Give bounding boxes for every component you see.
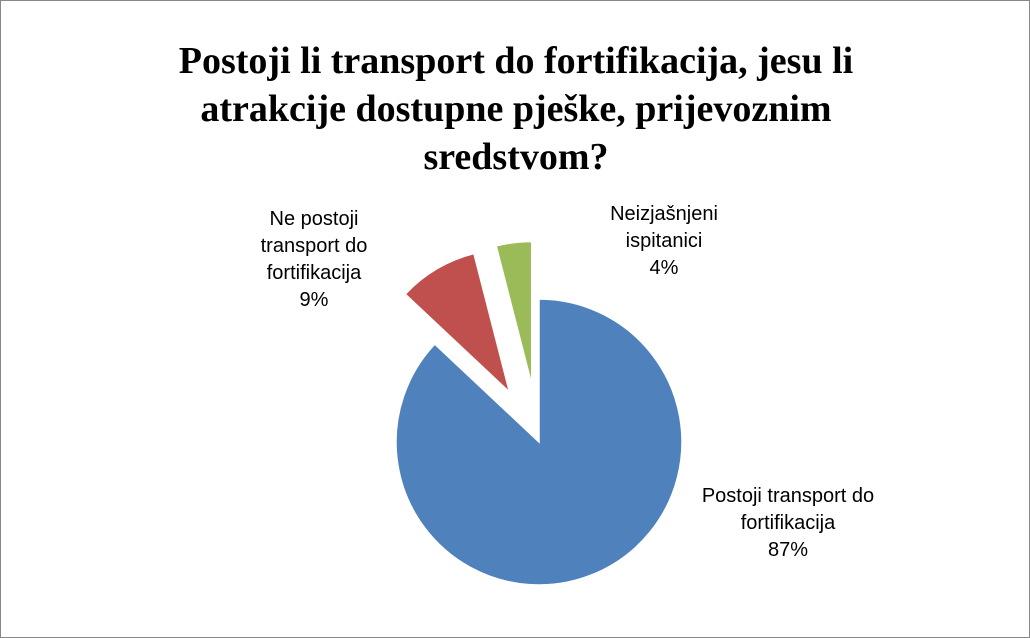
pie-slice [395,298,683,586]
value-label: 4% [649,257,679,279]
value-label: 9% [299,289,329,311]
pie-slice [495,240,533,385]
chart-title: Postoji li transport do fortifikacija, j… [178,40,854,178]
category-label: Neizjašnjeni ispitanici [610,203,718,252]
category-label: Ne postoji transport do fortifikacija [260,208,368,284]
slice-label: Ne postoji transport do fortifikacija 9% [239,206,389,314]
slice-label: Postoji transport do fortifikacija 87% [688,483,888,564]
slice-label: Neizjašnjeni ispitanici 4% [589,201,739,282]
category-label: Postoji transport do fortifikacija [701,485,875,534]
value-label: 87% [767,539,809,561]
pie-slice [404,252,511,395]
